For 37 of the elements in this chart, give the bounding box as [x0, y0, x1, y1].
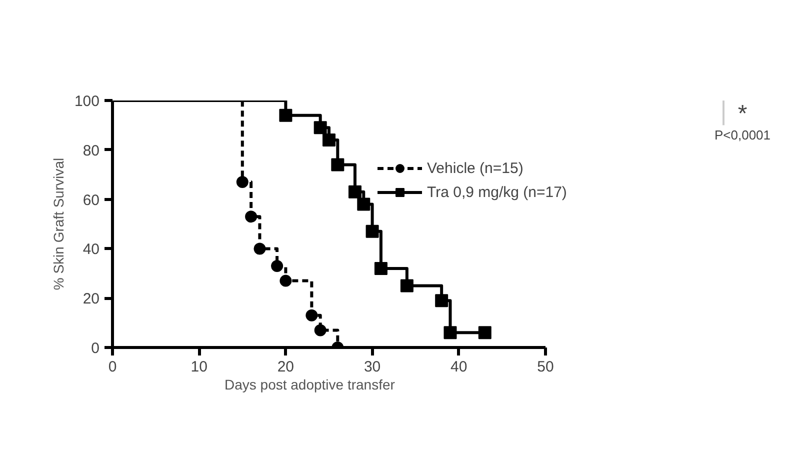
point — [435, 294, 448, 308]
x-tick-label: 10 — [190, 358, 208, 376]
point — [314, 324, 326, 336]
point — [348, 185, 362, 198]
legend-label: Tra 0,9 mg/kg (n=17) — [427, 184, 567, 200]
x-tick-label: 30 — [364, 358, 381, 376]
point — [236, 176, 248, 188]
text: P<0,0001 — [714, 127, 771, 142]
point — [279, 108, 292, 122]
point — [322, 134, 336, 147]
point — [366, 224, 379, 238]
x-axis-title: Days post adoptive transfer — [224, 376, 396, 392]
point — [280, 274, 292, 287]
y-tick-label: 40 — [82, 241, 100, 258]
y-tick-label: 0 — [91, 340, 100, 357]
point — [357, 198, 370, 211]
point — [254, 242, 266, 255]
point — [306, 309, 318, 322]
point — [245, 210, 258, 223]
x-tick-label: 50 — [537, 358, 554, 376]
legend-label: Vehicle (n=15) — [427, 160, 524, 176]
point — [478, 326, 492, 340]
text: * — [738, 100, 748, 128]
x-tick-label: 20 — [277, 358, 294, 376]
point — [374, 262, 388, 275]
y-tick-label: 20 — [82, 290, 100, 308]
point — [444, 326, 457, 340]
y-axis-title: % Skin Graft Survival — [50, 158, 66, 290]
x-tick-label: 40 — [450, 358, 468, 376]
point — [271, 260, 284, 272]
point — [400, 279, 414, 292]
x-tick-label: 0 — [108, 358, 117, 376]
y-tick-label: 60 — [82, 192, 100, 209]
y-tick-label: 80 — [82, 142, 100, 160]
point — [314, 121, 327, 134]
y-tick-label: 100 — [74, 93, 100, 110]
point — [331, 158, 344, 172]
